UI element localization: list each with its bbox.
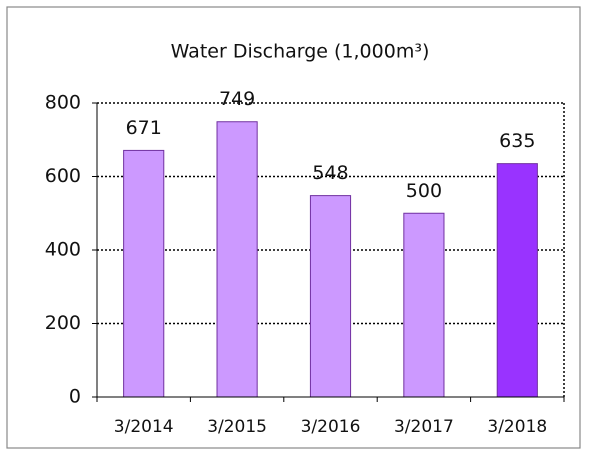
x-tick-label: 3/2015: [207, 417, 267, 437]
y-tick-label: 200: [45, 312, 81, 334]
chart-title: Water Discharge (1,000m³): [171, 41, 430, 63]
chart-border: [6, 6, 581, 449]
x-tick-label: 3/2017: [394, 417, 454, 437]
bar: [496, 163, 538, 398]
y-tick-label: 400: [45, 239, 81, 261]
bar: [216, 121, 258, 398]
x-tick-label: 3/2018: [487, 417, 547, 437]
y-tick-label: 0: [69, 386, 81, 408]
bar: [309, 195, 352, 398]
x-tick-label: 3/2016: [301, 417, 361, 437]
y-tick-label: 600: [45, 165, 81, 187]
bar: [403, 212, 445, 398]
bar: [123, 149, 165, 398]
data-label: 548: [312, 162, 348, 184]
data-label: 671: [126, 117, 162, 139]
data-label: 500: [406, 180, 442, 202]
data-label: 749: [219, 88, 255, 110]
y-tick-label: 800: [45, 92, 81, 114]
x-tick-label: 3/2014: [114, 417, 174, 437]
data-label: 635: [499, 130, 535, 152]
